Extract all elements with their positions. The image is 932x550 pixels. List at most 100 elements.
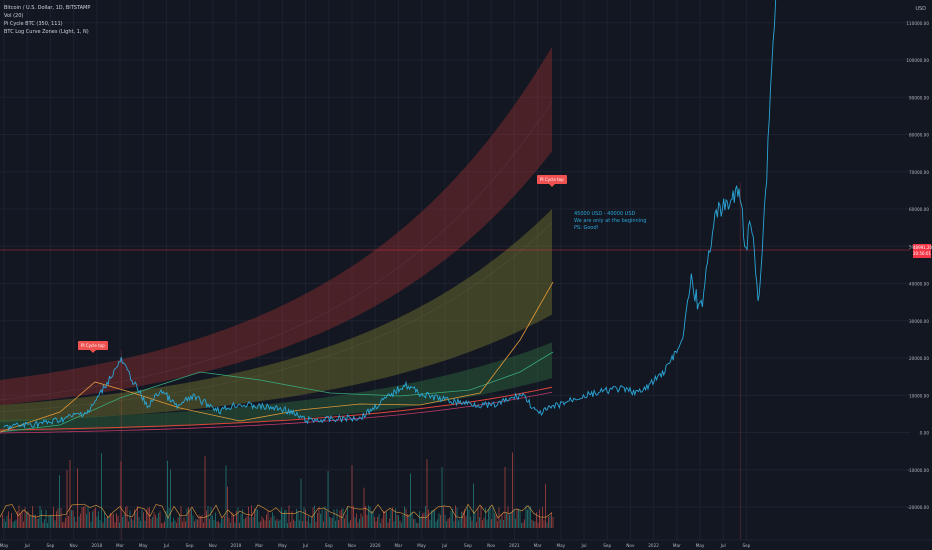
volume-bar (252, 516, 254, 528)
volume-bar (116, 513, 117, 528)
volume-bar (300, 478, 302, 528)
volume-bar (284, 510, 285, 528)
volume-bar (110, 512, 111, 528)
volume-bar (309, 523, 311, 528)
time-axis-label: Nov (487, 543, 496, 548)
volume-bar (239, 522, 240, 528)
pi-cycle-indicator[interactable]: Pi Cycle BTC (350, 111) (4, 21, 63, 27)
volume-bar (507, 506, 509, 528)
price-axis-bg (910, 0, 932, 540)
symbol-title[interactable]: Bitcoin / U.S. Dollar, 1D, BITSTAMP (4, 5, 91, 11)
time-axis-label: May (278, 543, 287, 548)
grid (0, 0, 910, 540)
zone-midline (0, 222, 553, 413)
volume-bar (182, 521, 183, 528)
volume-bar (53, 507, 54, 528)
price-axis-label: 110000.00 (906, 21, 929, 26)
volume-bar (117, 515, 119, 528)
volume-bar (281, 507, 282, 528)
time-axis: May Jul Sep Nov 2018 Mar May Jul Sep Nov 2019 Mar Ma… (0, 539, 932, 550)
volume-pane (2, 452, 554, 528)
volume-bar (273, 515, 275, 528)
yellow-zone (0, 208, 552, 422)
volume-bar (231, 512, 233, 528)
volume-bar (147, 507, 149, 528)
volume-bar (48, 515, 50, 528)
time-axis-label: Sep (325, 543, 333, 548)
volume-bar (65, 517, 66, 528)
volume-bar (456, 507, 458, 528)
volume-bar (143, 512, 144, 528)
volume-bar (473, 483, 474, 528)
volume-bar (372, 510, 374, 528)
time-axis-label: Nov (348, 543, 357, 548)
volume-bar (74, 516, 75, 528)
volume-bar (462, 511, 464, 528)
volume-bar (240, 514, 242, 528)
volume-bar (465, 516, 467, 528)
volume-bar (354, 517, 356, 528)
volume-bar (443, 506, 444, 528)
log-zones-indicator[interactable]: BTC Log Curve Zones (Light, 1, N) (4, 29, 89, 35)
volume-bar (212, 515, 213, 528)
time-axis-label: Sep (603, 543, 611, 548)
volume-bar (186, 508, 188, 528)
volume-indicator[interactable]: Vol (20) (4, 13, 24, 19)
volume-bar (167, 460, 168, 528)
volume-bar (497, 521, 498, 528)
volume-bar (108, 517, 110, 528)
volume-bar (132, 520, 134, 528)
volume-bar (21, 509, 23, 528)
volume-bar (551, 512, 552, 528)
chart-annotation[interactable]: 45000 USD - 40000 USD We are only at the… (574, 211, 646, 232)
volume-bar (89, 511, 90, 528)
pi-cycle-top-marker[interactable]: PI Cycle top (537, 175, 567, 187)
volume-bar (24, 507, 26, 528)
time-axis-label: Jul (720, 543, 726, 548)
volume-bar (494, 513, 495, 528)
currency-label: USD (915, 6, 926, 12)
volume-bar (335, 520, 336, 528)
volume-bar (383, 511, 384, 528)
volume-bar (525, 505, 527, 528)
time-axis-label: Nov (626, 543, 635, 548)
volume-bar (305, 509, 306, 528)
volume-bar (278, 520, 279, 528)
volume-bar (546, 522, 548, 528)
volume-bar (77, 468, 78, 528)
volume-bar (191, 509, 192, 528)
time-axis-label: Jul (302, 543, 308, 548)
volume-bar (381, 518, 383, 528)
volume-bar (221, 518, 222, 528)
volume-bar (242, 509, 243, 528)
volume-bar (150, 518, 152, 528)
volume-bar (435, 521, 437, 528)
volume-bar (407, 514, 408, 528)
volume-bar (306, 520, 308, 528)
volume-bar (291, 511, 293, 528)
time-axis-label: Sep (186, 543, 194, 548)
volume-bar (272, 512, 273, 528)
volume-bar (342, 508, 344, 528)
volume-bar (308, 516, 309, 528)
volume-bar (267, 510, 269, 528)
volume-bar (401, 522, 402, 528)
volume-bar (138, 517, 140, 528)
volume-bar (419, 511, 420, 528)
volume-bar (470, 516, 471, 528)
volume-bar (228, 517, 230, 528)
volume-bar (428, 509, 429, 528)
volume-bar (359, 518, 360, 528)
price-axis-label: 100000.00 (906, 58, 929, 63)
volume-bar (501, 514, 503, 528)
volume-bar (104, 511, 105, 528)
volume-bar (461, 511, 462, 528)
pi-cycle-top-marker[interactable]: PI Cycle top (78, 341, 108, 353)
volume-bar (506, 512, 507, 528)
volume-bar (69, 459, 71, 528)
volume-bar (146, 509, 147, 528)
volume-bar (276, 518, 278, 528)
volume-bar (477, 508, 479, 528)
volume-bar (38, 518, 39, 528)
